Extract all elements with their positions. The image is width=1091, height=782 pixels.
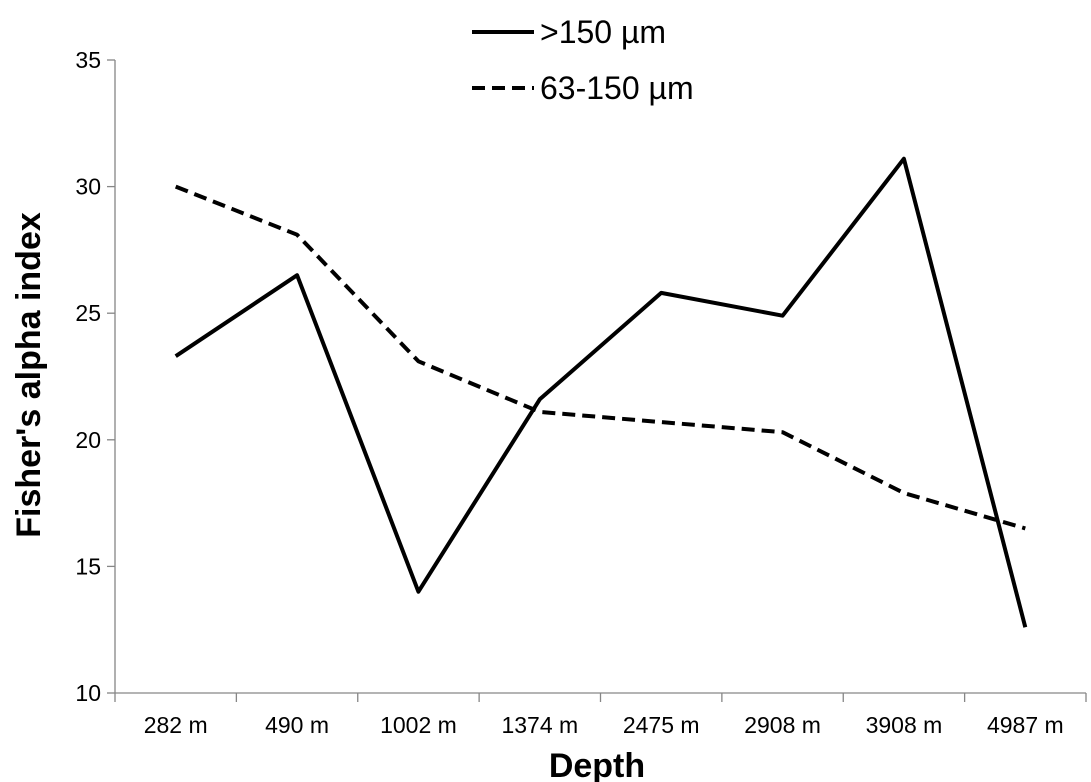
x-tick-label: 1002 m <box>380 712 457 738</box>
x-tick-label: 1374 m <box>501 712 578 738</box>
x-tick-label: 2908 m <box>744 712 821 738</box>
x-tick-label: 3908 m <box>866 712 943 738</box>
y-tick-label: 20 <box>75 427 101 453</box>
y-tick-label: 10 <box>75 680 101 706</box>
x-axis-title: Depth <box>549 747 645 782</box>
x-tick-label: 490 m <box>265 712 329 738</box>
series-line-1 <box>174 156 1028 628</box>
x-tick-label: 282 m <box>144 712 208 738</box>
series-line-2 <box>174 184 1026 531</box>
legend: >150 µm 63-150 µm <box>472 14 694 106</box>
x-tick-label: 4987 m <box>987 712 1064 738</box>
y-axis-title: Fisher's alpha index <box>10 212 48 538</box>
y-tick-label: 35 <box>75 47 101 73</box>
axes: 10 15 20 25 30 35 282 m 490 m 1002 m 1374 m 2475 m… <box>75 47 1087 738</box>
series-lines <box>174 156 1028 628</box>
legend-label-1: >150 µm <box>540 14 666 50</box>
y-tick-label: 15 <box>75 553 101 579</box>
y-tick-label: 30 <box>75 174 101 200</box>
x-tick-label: 2475 m <box>623 712 700 738</box>
y-tick-label: 25 <box>75 300 101 326</box>
legend-label-2: 63-150 µm <box>540 70 694 106</box>
